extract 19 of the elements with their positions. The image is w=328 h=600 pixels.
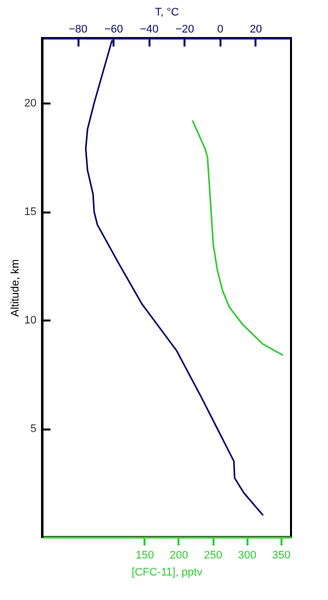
x2-tick-label: −40 bbox=[140, 24, 159, 36]
x-tick-label: 200 bbox=[170, 550, 188, 562]
x2-tick-label: 0 bbox=[217, 24, 224, 36]
line-series bbox=[192, 120, 284, 356]
x-tick-label: 250 bbox=[204, 550, 222, 562]
x2-tick-label: −20 bbox=[175, 24, 194, 36]
y-tick-label: 5 bbox=[30, 423, 36, 436]
x-axis-title: [CFC-11], pptv bbox=[132, 566, 203, 578]
x-tick-label: 150 bbox=[136, 550, 154, 562]
x2-tick-label: −60 bbox=[104, 24, 123, 36]
x2-axis-title: T, °C bbox=[155, 6, 180, 18]
y-tick-label: 15 bbox=[24, 206, 36, 218]
y-axis-title: Altitude, km bbox=[9, 259, 22, 317]
x-tick-label: 350 bbox=[272, 550, 290, 562]
x-tick-label: 300 bbox=[238, 550, 256, 562]
y-tick-label: 10 bbox=[24, 314, 36, 327]
x2-tick-label: −80 bbox=[68, 24, 88, 36]
x2-tick-label: 20 bbox=[250, 24, 262, 36]
y-tick-label: 20 bbox=[24, 98, 36, 110]
